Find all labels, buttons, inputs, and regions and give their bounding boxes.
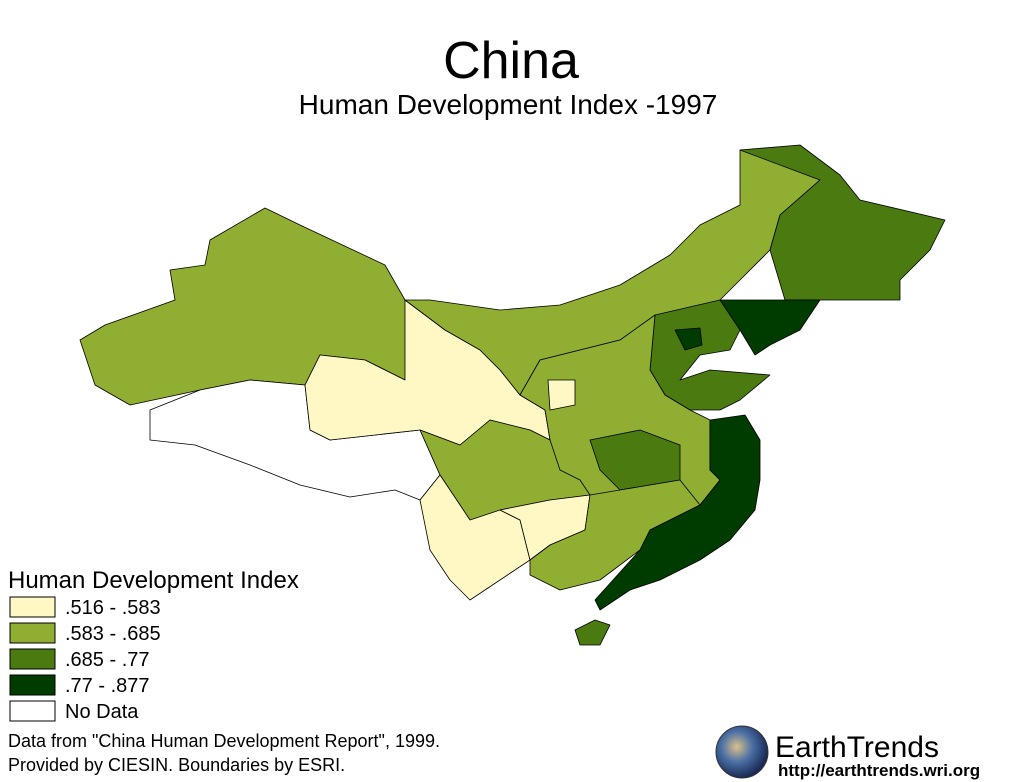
source-line: Provided by CIESIN. Boundaries by ESRI. — [8, 755, 345, 775]
province — [594, 414, 761, 611]
legend-swatch — [9, 648, 56, 670]
legend-label: .77 - .877 — [65, 675, 150, 697]
logo-globe — [715, 725, 769, 779]
province — [574, 619, 611, 646]
legend-title: Human Development Index — [8, 567, 299, 594]
legend-label: .583 - .685 — [65, 623, 161, 645]
logo-name: EarthTrends — [775, 731, 939, 764]
legend-swatch — [9, 596, 56, 618]
legend-swatch — [9, 674, 56, 696]
legend-label: .685 - .77 — [65, 649, 150, 671]
china-map — [79, 144, 946, 646]
logo-url: http://earthtrends.wri.org — [778, 761, 980, 780]
legend-label: .516 - .583 — [65, 597, 161, 619]
province — [547, 379, 576, 411]
legend-label: No Data — [65, 701, 139, 723]
source-line: Data from "China Human Development Repor… — [8, 731, 440, 751]
province — [674, 327, 703, 351]
legend-swatch — [9, 700, 56, 722]
map-title: China — [443, 32, 579, 90]
province — [739, 144, 946, 301]
legend-swatch — [9, 622, 56, 644]
legend: .516 - .583 .583 - .685 .685 - .77 .77 - .8… — [9, 596, 161, 723]
map-subtitle: Human Development Index -1997 — [299, 89, 718, 120]
